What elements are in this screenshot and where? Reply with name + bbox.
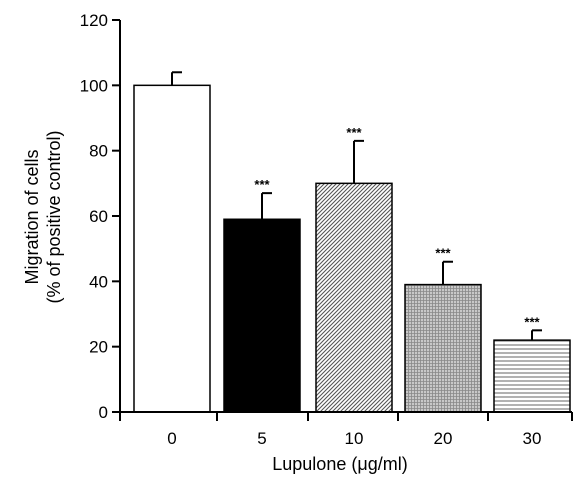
y-axis-title: Migration of cells (% of positive contro… [22, 130, 64, 303]
y-axis-title-line1: Migration of cells [22, 149, 42, 284]
bar [223, 218, 301, 413]
y-tick-label: 40 [89, 272, 108, 291]
bar [493, 339, 571, 413]
significance-label: *** [346, 125, 362, 140]
y-axis: 0 20 40 60 80 100 120 [80, 11, 121, 422]
x-tick-label: 5 [257, 429, 266, 448]
x-tick-label: 10 [345, 429, 364, 448]
bars: *** *** *** *** [133, 71, 571, 413]
x-axis-title: Lupulone (μg/ml) [272, 454, 407, 474]
significance-label: *** [524, 314, 540, 329]
bar [404, 283, 482, 413]
y-tick-label: 0 [99, 403, 108, 422]
x-tick-label: 0 [167, 429, 176, 448]
bar [133, 84, 211, 413]
y-tick-label: 100 [80, 76, 108, 95]
significance-label: *** [435, 246, 451, 261]
x-tick-label: 30 [523, 429, 542, 448]
y-tick-label: 60 [89, 207, 108, 226]
y-axis-title-line2: (% of positive control) [44, 130, 64, 303]
x-axis: 0 5 10 20 30 [119, 411, 573, 448]
y-tick-label: 120 [80, 11, 108, 30]
significance-label: *** [254, 177, 270, 192]
y-tick-label: 20 [89, 338, 108, 357]
bar [315, 182, 393, 413]
x-tick-label: 20 [434, 429, 453, 448]
y-tick-label: 80 [89, 142, 108, 161]
